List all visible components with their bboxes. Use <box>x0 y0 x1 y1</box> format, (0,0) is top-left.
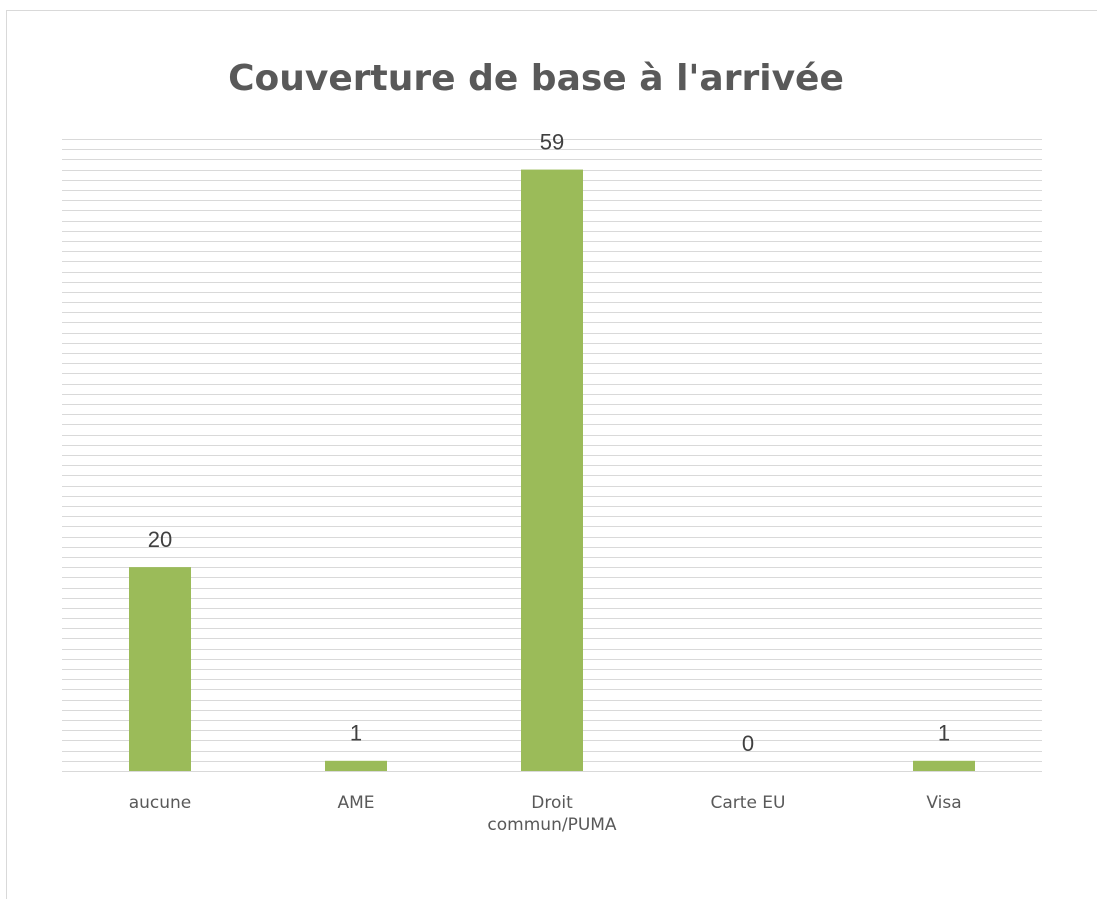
bar <box>129 567 191 771</box>
bar <box>521 169 583 772</box>
data-label: 1 <box>350 721 362 746</box>
data-label: 1 <box>938 721 950 746</box>
bar <box>325 760 387 771</box>
chart-border <box>6 10 1097 899</box>
data-label: 0 <box>742 731 754 756</box>
x-tick-label: Carte EU <box>710 793 786 813</box>
x-tick-label: Visa <box>926 793 962 813</box>
data-label: 59 <box>540 129 564 154</box>
data-label: 20 <box>148 527 172 552</box>
x-tick-label: AME <box>337 793 375 813</box>
bar <box>913 760 975 771</box>
x-tick-label: Droit commun/PUMA <box>487 793 617 835</box>
chart-title: Couverture de base à l'arrivée <box>228 58 844 99</box>
x-tick-label: aucune <box>128 793 192 813</box>
